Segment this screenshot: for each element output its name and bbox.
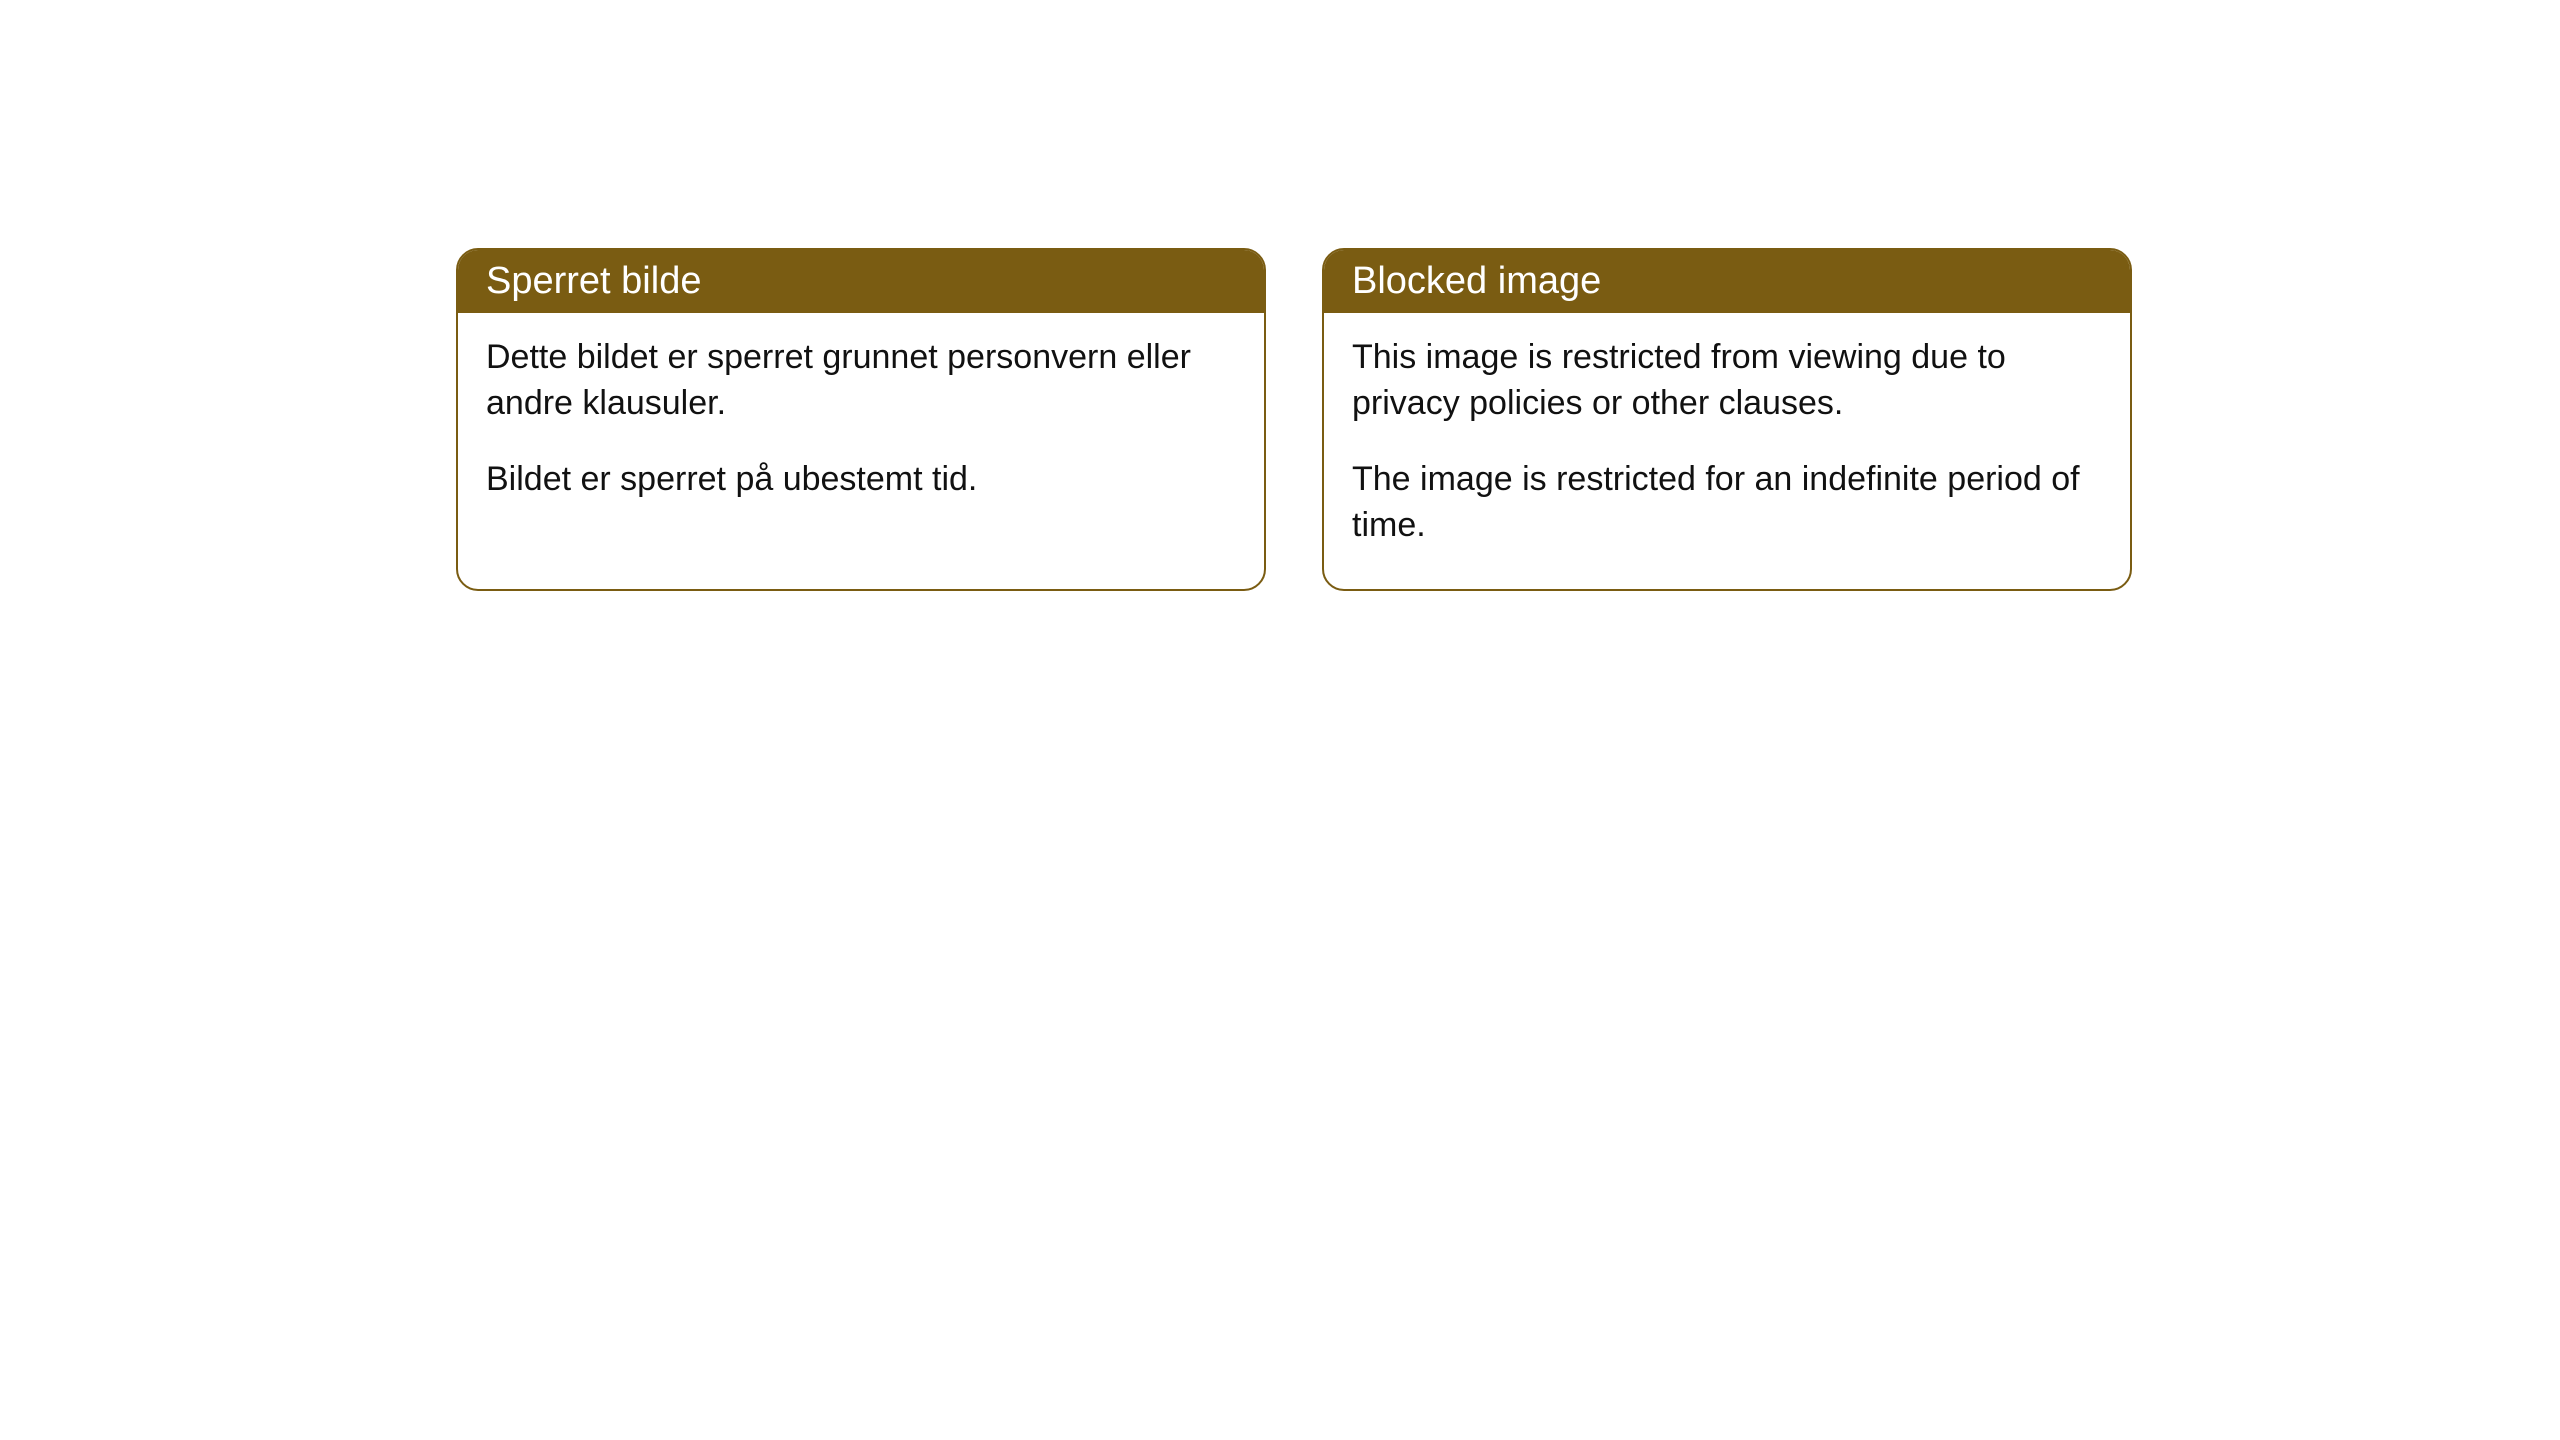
card-paragraph: Dette bildet er sperret grunnet personve… bbox=[486, 335, 1236, 427]
notice-cards-container: Sperret bilde Dette bildet er sperret gr… bbox=[456, 248, 2132, 591]
card-paragraph: This image is restricted from viewing du… bbox=[1352, 335, 2102, 427]
card-body: Dette bildet er sperret grunnet personve… bbox=[458, 313, 1264, 543]
card-header: Blocked image bbox=[1324, 250, 2130, 313]
card-title: Sperret bilde bbox=[486, 260, 701, 302]
card-header: Sperret bilde bbox=[458, 250, 1264, 313]
blocked-image-card-en: Blocked image This image is restricted f… bbox=[1322, 248, 2132, 591]
card-paragraph: Bildet er sperret på ubestemt tid. bbox=[486, 457, 1236, 503]
card-title: Blocked image bbox=[1352, 260, 1601, 302]
card-paragraph: The image is restricted for an indefinit… bbox=[1352, 457, 2102, 549]
blocked-image-card-no: Sperret bilde Dette bildet er sperret gr… bbox=[456, 248, 1266, 591]
card-body: This image is restricted from viewing du… bbox=[1324, 313, 2130, 589]
